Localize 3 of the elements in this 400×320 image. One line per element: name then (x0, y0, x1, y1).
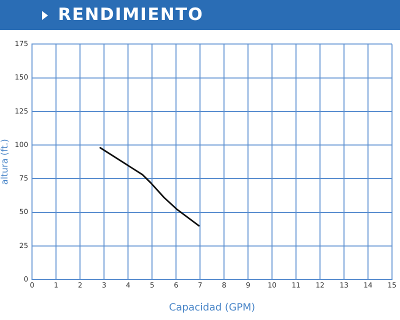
x-axis-title: Capacidad (GPM) (169, 302, 256, 314)
chart-title: RENDIMIENTO (58, 5, 204, 25)
y-axis-title: altura (ft.) (0, 139, 11, 185)
